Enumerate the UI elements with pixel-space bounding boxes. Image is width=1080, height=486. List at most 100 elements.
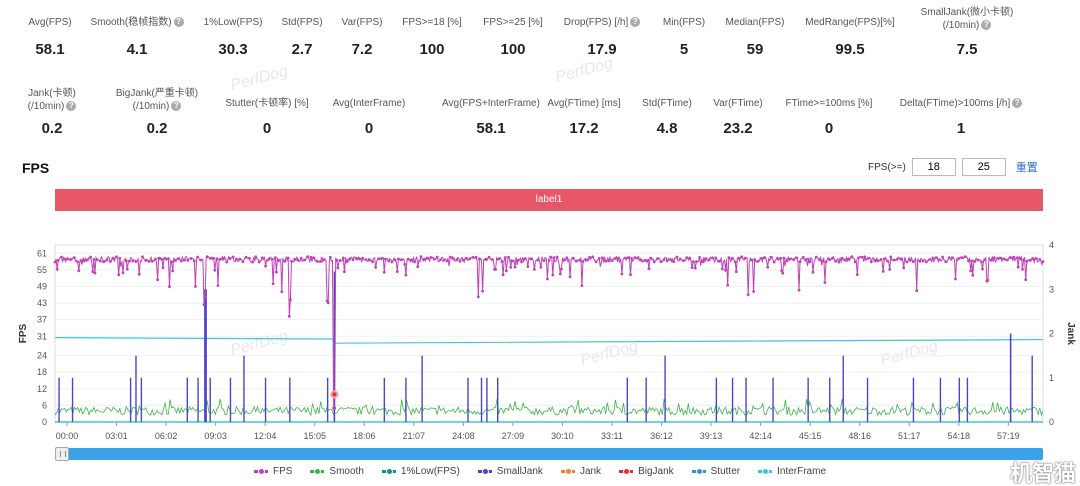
watermark: PerfDog [228, 62, 290, 95]
fps-point [316, 260, 319, 263]
fps-point [844, 259, 847, 262]
fps-point [740, 255, 744, 259]
fps-point [115, 255, 118, 259]
x-tick-label: 06:02 [155, 431, 178, 441]
fps-point [377, 257, 381, 260]
x-tick-label: 42:14 [749, 431, 772, 441]
fps-point [785, 259, 789, 263]
fps-point [853, 260, 857, 264]
fps-point [542, 259, 546, 262]
fps-point [426, 256, 429, 260]
fps-point [607, 259, 611, 263]
x-tick-label: 51:17 [898, 431, 921, 441]
fps-point [105, 258, 109, 262]
fps-point [971, 273, 975, 277]
legend-item-jank[interactable]: Jank [560, 466, 601, 477]
fps-threshold-input-1[interactable] [911, 158, 956, 176]
legend-swatch [758, 468, 773, 475]
legend-item-fps[interactable]: FPS [253, 466, 292, 477]
fps-point [92, 258, 96, 261]
legend-item-1-low-fps-[interactable]: 1%Low(FPS) [381, 466, 460, 477]
legend-item-interframe[interactable]: InterFrame [758, 466, 826, 477]
help-icon[interactable]: ? [981, 20, 992, 31]
fps-point [934, 256, 938, 259]
stat-value: 23.2 [723, 120, 753, 137]
fps-point [161, 266, 165, 270]
fps-point [225, 260, 229, 264]
fps-threshold-input-2[interactable] [961, 158, 1006, 176]
fps-point [860, 255, 863, 259]
legend-item-stutter[interactable]: Stutter [691, 466, 740, 477]
fps-point [228, 257, 232, 260]
fps-point [371, 260, 374, 264]
help-icon[interactable]: ? [1012, 98, 1023, 109]
fps-point [647, 267, 651, 271]
fps-point [780, 269, 784, 273]
fps-point [798, 260, 802, 264]
fps-point [526, 265, 530, 268]
fps-point [837, 260, 841, 264]
label-bar[interactable]: label1 [55, 189, 1043, 211]
fps-point [1031, 257, 1035, 261]
fps-point [980, 260, 983, 264]
fps-point [205, 255, 209, 259]
fps-point [289, 298, 292, 302]
help-icon[interactable]: ? [171, 101, 182, 112]
fps-point [1012, 255, 1016, 259]
fps-point [669, 258, 672, 261]
fps-point [336, 266, 340, 270]
fps-point [690, 266, 694, 269]
fps-point [539, 265, 543, 269]
fps-point [293, 257, 297, 261]
fps-point [617, 256, 620, 260]
fps-point [487, 255, 491, 259]
help-icon[interactable]: ? [66, 101, 77, 112]
fps-point [179, 259, 183, 263]
stat-r2-5: Avg(FTime) [ms] 17.2 [514, 97, 654, 137]
fps-point [390, 260, 394, 264]
fps-point [1035, 257, 1038, 260]
reset-button[interactable]: 重置 [1015, 162, 1038, 174]
y-tick-label: 49 [37, 281, 47, 291]
fps-point [581, 260, 585, 263]
fps-point [610, 259, 614, 262]
legend-item-smooth[interactable]: Smooth [310, 466, 364, 477]
fps-point [277, 259, 280, 263]
y-axis-label: FPS [18, 323, 29, 343]
fps-point [795, 256, 799, 260]
fps-point [881, 270, 885, 273]
fps-point [215, 257, 219, 261]
stat-label: Delta(FTime)>100ms [/h]? [891, 97, 1031, 110]
fps-point [400, 258, 403, 261]
fps-point [264, 264, 267, 268]
fps-point [312, 256, 316, 260]
fps-point [925, 260, 928, 264]
fps-point [343, 270, 346, 274]
fps-point [969, 269, 973, 273]
fps-point [1009, 256, 1012, 260]
fps-point [981, 267, 984, 271]
timeline-scroll-handle[interactable] [55, 447, 69, 461]
help-icon[interactable]: ? [630, 17, 641, 28]
fps-point [711, 256, 714, 260]
fps-point [1006, 258, 1009, 262]
stat-label: Stutter(卡顿率) [%] [225, 98, 309, 109]
fps-point [283, 259, 287, 263]
fps-point [194, 285, 197, 288]
stat-value: 100 [419, 41, 445, 58]
fps-point [299, 256, 303, 260]
fps-point [91, 270, 95, 274]
legend-item-smalljank[interactable]: SmallJank [477, 466, 543, 477]
fps-point [478, 257, 481, 261]
fps-point [976, 258, 980, 262]
legend-item-bigjank[interactable]: BigJank [619, 466, 674, 477]
fps-point [549, 255, 552, 259]
fps-point [688, 256, 692, 260]
help-icon[interactable]: ? [173, 17, 184, 28]
fps-point [458, 259, 462, 263]
fps-point [831, 256, 834, 260]
fps-point [855, 273, 859, 276]
fps-point [724, 268, 727, 272]
timeline-scrollbar[interactable] [55, 448, 1043, 460]
